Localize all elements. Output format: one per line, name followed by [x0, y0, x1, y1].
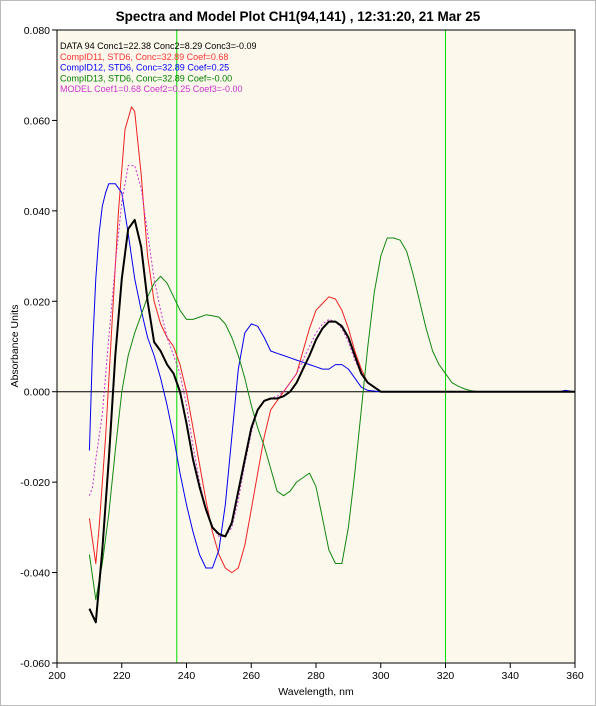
y-tick-label: 0.060: [24, 115, 50, 127]
y-tick-label: 0.080: [24, 25, 50, 37]
plot-area: [57, 30, 575, 663]
series-line-2: [88, 183, 576, 569]
series-line-3: [88, 237, 575, 601]
legend-entry-4: CompID13, STD6, Conc=32.89 Coef=-0.00: [60, 73, 232, 83]
y-tick-label: -0.060: [20, 658, 50, 670]
y-tick-label: 0.040: [24, 206, 50, 218]
x-tick-label: 200: [48, 670, 66, 682]
chart-title: Spectra and Model Plot CH1(94,141) , 12:…: [116, 9, 481, 24]
y-tick-label: -0.020: [20, 477, 50, 489]
legend-entry-5: MODEL Coef1=0.68 Coef2=0.25 Coef3=-0.00: [60, 84, 243, 94]
legend-entry-2: CompID11, STD6, Conc=32.89 Coef=0.68: [60, 52, 228, 62]
y-tick-label: -0.040: [20, 568, 50, 580]
series-line-5: [88, 218, 575, 624]
legend-entry-1: DATA 94 Conc1=22.38 Conc2=8.29 Conc3=-0.…: [60, 41, 257, 51]
x-tick-label: 300: [372, 670, 390, 682]
marker-lines: [176, 30, 446, 663]
x-tick-label: 260: [242, 670, 260, 682]
x-tick-label: 360: [566, 670, 584, 682]
x-tick-label: 320: [437, 670, 455, 682]
legend: DATA 94 Conc1=22.38 Conc2=8.29 Conc3=-0.…: [60, 41, 257, 94]
x-axis-label: Wavelength, nm: [278, 686, 354, 698]
series-group: [88, 106, 576, 624]
legend-entry-3: CompID12, STD6, Conc=32.89 Coef=0.25: [60, 63, 229, 73]
y-axis-ticks: 0.080 0.060 0.040 0.020 0.000 -0.020 -0.040 -0.…: [20, 25, 57, 670]
x-tick-label: 280: [307, 670, 325, 682]
y-tick-label: 0.020: [24, 296, 50, 308]
x-tick-label: 220: [113, 670, 131, 682]
x-tick-label: 240: [178, 670, 196, 682]
x-axis-ticks: 200 220 240 260 280 300 320 340 360: [48, 663, 584, 682]
y-axis-label: Absorbance Units: [9, 305, 21, 388]
x-tick-label: 340: [501, 670, 519, 682]
y-tick-label: 0.000: [24, 387, 50, 399]
